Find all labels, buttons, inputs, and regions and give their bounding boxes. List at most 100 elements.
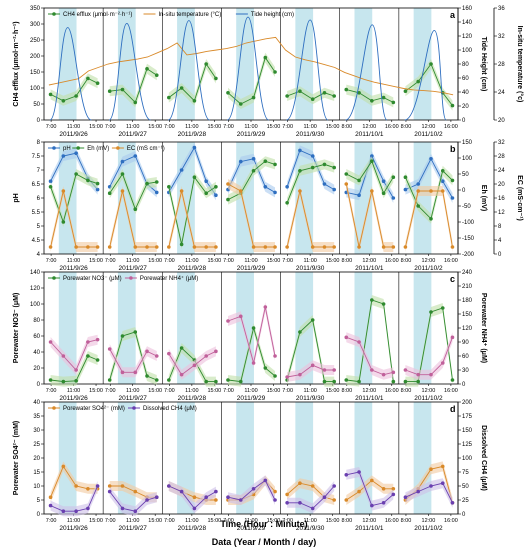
data-point bbox=[403, 495, 408, 500]
date-axis-title: Data (Year / Month / day) bbox=[212, 537, 317, 547]
data-point bbox=[133, 100, 138, 105]
date-label: 2011/9/28 bbox=[178, 525, 207, 532]
temperature-line bbox=[48, 36, 454, 96]
data-point bbox=[332, 187, 336, 192]
data-point bbox=[403, 368, 408, 372]
legend-marker bbox=[52, 406, 56, 410]
time-tick-label: 15:00 bbox=[267, 388, 281, 394]
data-point bbox=[154, 495, 159, 500]
time-tick-label: 15:00 bbox=[148, 124, 162, 130]
right-axis-label: Tide Height (cm) bbox=[480, 37, 487, 92]
time-tick-label: 8:00 bbox=[341, 258, 352, 264]
data-point bbox=[214, 193, 218, 197]
data-point bbox=[251, 95, 256, 100]
left-tick-label: 25 bbox=[33, 442, 40, 448]
time-tick-label: 7:00 bbox=[105, 258, 116, 264]
time-tick-label: 7:00 bbox=[46, 388, 57, 394]
right-tick-label: 120 bbox=[462, 34, 473, 40]
data-point bbox=[263, 366, 268, 370]
data-point bbox=[263, 478, 268, 483]
tide-shade bbox=[117, 402, 136, 514]
left-tick-label: 300 bbox=[30, 22, 41, 28]
date-label: 2011/9/26 bbox=[59, 525, 88, 532]
error-band bbox=[405, 59, 453, 111]
right-tick-label: 0 bbox=[462, 118, 466, 124]
error-band bbox=[50, 148, 98, 195]
tide-shade bbox=[295, 8, 314, 120]
data-point bbox=[204, 495, 208, 500]
time-tick-label: 15:00 bbox=[148, 258, 162, 264]
data-point bbox=[154, 245, 159, 249]
right-tick-label: 100 bbox=[462, 156, 473, 162]
tide-curve bbox=[286, 19, 329, 121]
data-point bbox=[167, 484, 171, 488]
data-point bbox=[357, 340, 361, 344]
data-point bbox=[145, 67, 149, 71]
data-point bbox=[381, 179, 386, 183]
data-point bbox=[310, 154, 315, 158]
error-band bbox=[405, 478, 453, 508]
date-label: 2011/10/2 bbox=[414, 265, 443, 272]
right-tick-label: 125 bbox=[462, 442, 473, 448]
right-tick-label: 20 bbox=[498, 182, 505, 188]
data-point bbox=[120, 87, 125, 92]
data-point bbox=[391, 196, 396, 200]
data-point bbox=[322, 245, 327, 249]
data-point bbox=[120, 189, 125, 193]
left-tick-label: 10 bbox=[33, 484, 40, 490]
right-axis-label: EC (mS·cm⁻¹) bbox=[516, 175, 523, 221]
time-tick-label: 7:00 bbox=[46, 258, 57, 264]
right-tick-label: 100 bbox=[462, 48, 473, 54]
data-point bbox=[298, 148, 302, 153]
data-point bbox=[381, 191, 386, 195]
time-tick-label: 11:00 bbox=[126, 388, 139, 394]
left-tick-label: 4 bbox=[37, 252, 41, 258]
data-point bbox=[332, 165, 336, 170]
date-label: 2011/9/30 bbox=[296, 265, 325, 272]
data-point bbox=[416, 379, 421, 384]
panel-label: d bbox=[450, 404, 456, 414]
data-point bbox=[251, 326, 256, 330]
right-tick-label: 100 bbox=[462, 456, 473, 462]
time-tick-label: 12:00 bbox=[422, 124, 436, 130]
time-tick-label: 11:00 bbox=[67, 388, 80, 394]
data-point bbox=[429, 372, 433, 377]
left-tick-label: 6 bbox=[37, 196, 41, 202]
data-point bbox=[86, 487, 90, 491]
time-tick-label: 15:00 bbox=[326, 388, 340, 394]
data-point bbox=[192, 99, 197, 103]
right-tick-label: 16 bbox=[498, 196, 505, 202]
data-point bbox=[416, 182, 421, 186]
data-point bbox=[154, 378, 159, 382]
data-point bbox=[120, 370, 125, 375]
left-tick-label: 80 bbox=[33, 318, 40, 324]
right-tick-label: -100 bbox=[462, 220, 475, 226]
data-point bbox=[429, 217, 433, 221]
left-tick-label: 0 bbox=[37, 118, 41, 124]
right-tick-label: 160 bbox=[462, 6, 473, 12]
time-tick-label: 7:00 bbox=[164, 388, 175, 394]
data-point bbox=[285, 94, 289, 98]
data-point bbox=[450, 501, 455, 505]
data-point bbox=[86, 245, 90, 249]
right-tick-label: 150 bbox=[462, 312, 473, 318]
time-tick-label: 8:00 bbox=[341, 518, 352, 524]
data-point bbox=[370, 478, 374, 483]
data-point bbox=[273, 374, 277, 378]
date-label: 2011/9/26 bbox=[59, 131, 88, 138]
data-point bbox=[440, 179, 445, 183]
data-point bbox=[133, 207, 138, 211]
data-point bbox=[370, 159, 374, 163]
data-point bbox=[95, 81, 100, 85]
data-point bbox=[273, 190, 277, 195]
time-tick-label: 7:00 bbox=[223, 388, 234, 394]
data-point bbox=[440, 361, 445, 365]
data-point bbox=[204, 191, 208, 195]
data-point bbox=[192, 506, 197, 511]
data-point bbox=[214, 245, 218, 249]
error-band bbox=[50, 461, 98, 503]
legend-entry: Dissolved CH4 (μM) bbox=[143, 406, 197, 412]
data-point bbox=[74, 379, 78, 383]
data-point bbox=[61, 220, 66, 224]
time-tick-label: 11:00 bbox=[126, 258, 139, 264]
